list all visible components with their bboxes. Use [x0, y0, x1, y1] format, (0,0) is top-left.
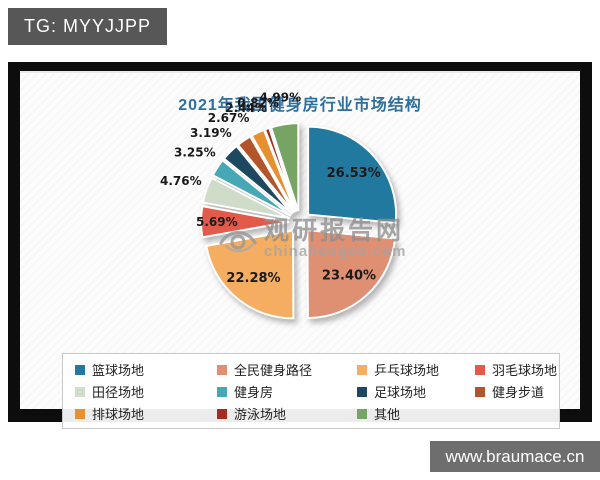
legend-swatch	[75, 386, 85, 397]
legend-item-9: 排球场地	[75, 404, 213, 423]
tg-badge: TG: MYYJJPP	[8, 8, 168, 45]
site-badge: www.braumace.cn	[430, 441, 600, 472]
legend-label: 其他	[374, 407, 401, 422]
legend-swatch	[357, 364, 367, 375]
legend-item-2: 全民健身路径	[217, 360, 353, 379]
legend-item-4: 羽毛球场地	[475, 360, 557, 379]
legend-item-3: 乒乓球场地	[357, 360, 471, 379]
legend-swatch	[75, 408, 85, 419]
legend-label: 篮球场地	[92, 363, 145, 378]
legend-label: 羽毛球场地	[492, 363, 558, 378]
legend-swatch	[75, 364, 85, 375]
legend-swatch	[475, 364, 485, 375]
legend-swatch	[357, 386, 367, 397]
legend-item-5: 田径场地	[75, 382, 213, 401]
legend-swatch	[357, 408, 367, 419]
legend-box: 篮球场地 全民健身路径 乒乓球场地 羽毛球场地田径场地 健身房 足球场地 健身步道排球场地 游…	[62, 353, 560, 429]
legend-swatch	[217, 386, 227, 397]
legend-item-1: 篮球场地	[75, 360, 213, 379]
chart-title: 2021年我国健身房行业市场结构	[178, 97, 422, 114]
legend-label: 乒乓球场地	[374, 363, 440, 378]
legend-label: 健身房	[234, 385, 274, 400]
chart-frame: 2021年我国健身房行业市场结构 篮球场地 全民健身路径 乒乓球场地 羽毛球场地田径场…	[8, 62, 592, 429]
legend-label: 全民健身路径	[234, 363, 313, 378]
chart-canvas: 2021年我国健身房行业市场结构 篮球场地 全民健身路径 乒乓球场地 羽毛球场地田径场…	[20, 71, 580, 429]
legend-label: 排球场地	[92, 407, 145, 422]
legend-grid: 篮球场地 全民健身路径 乒乓球场地 羽毛球场地田径场地 健身房 足球场地 健身步道排球场地 游…	[75, 360, 557, 423]
legend-label: 游泳场地	[234, 407, 287, 422]
legend-swatch	[217, 364, 227, 375]
legend-label: 足球场地	[374, 385, 427, 400]
legend-label: 田径场地	[92, 385, 145, 400]
legend-swatch	[217, 408, 227, 419]
legend-item-11: 其他	[357, 404, 471, 423]
legend-item-8: 健身步道	[475, 382, 557, 401]
legend-label: 健身步道	[492, 385, 545, 400]
legend-swatch	[475, 386, 485, 397]
legend-item-10: 游泳场地	[217, 404, 353, 423]
legend-item-7: 足球场地	[357, 382, 471, 401]
legend-item-6: 健身房	[217, 382, 353, 401]
